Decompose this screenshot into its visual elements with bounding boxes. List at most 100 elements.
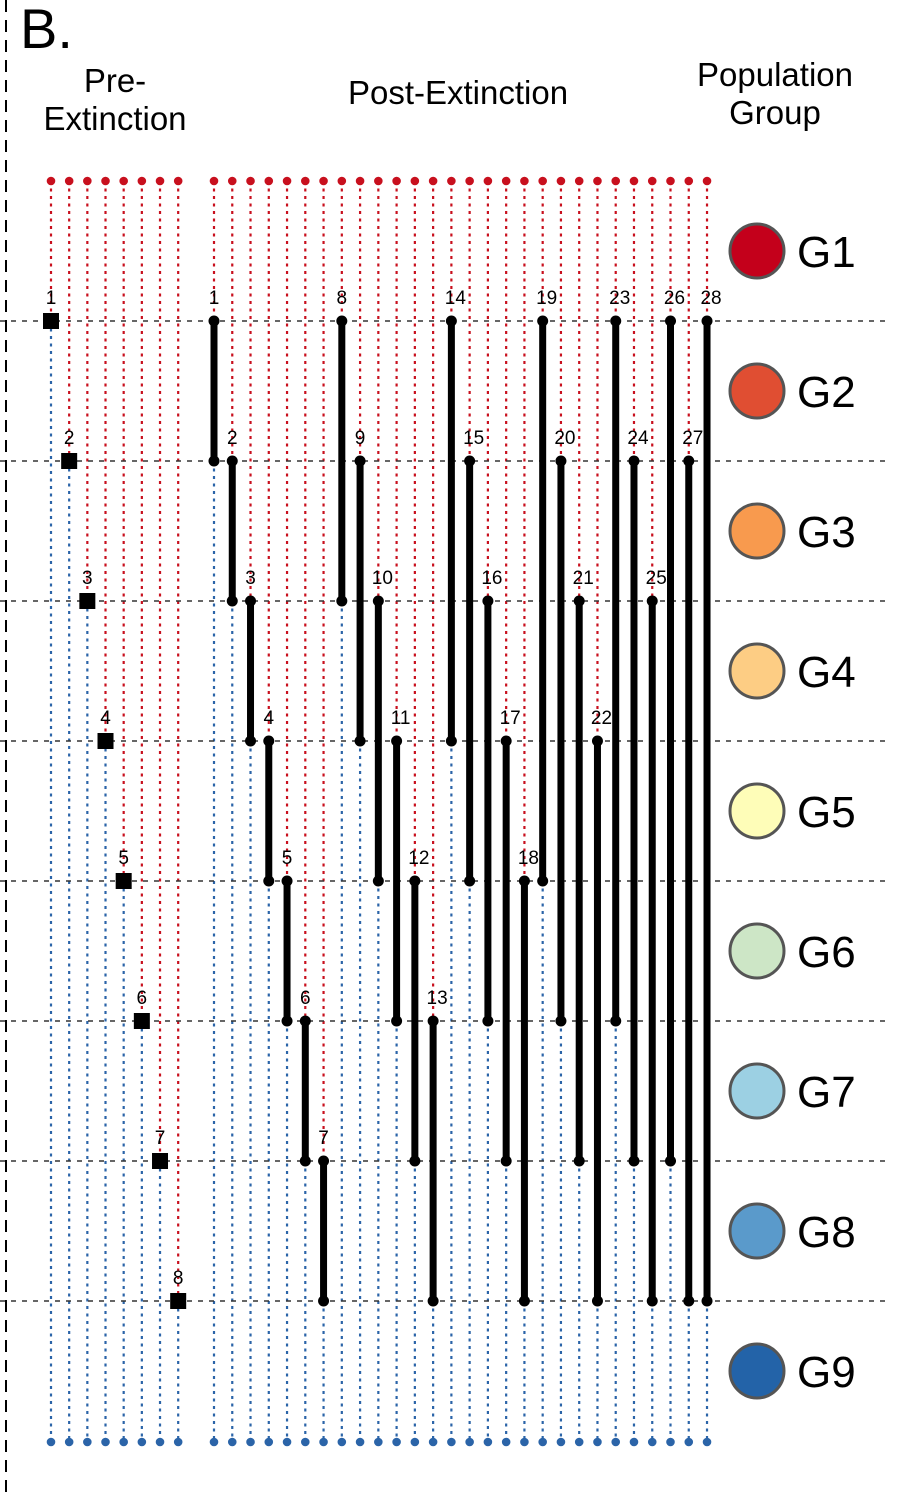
pre-extinction-header: Pre- Extinction	[20, 62, 210, 138]
post-column-1-bottom-dot	[209, 1437, 219, 1447]
post-extinction-bar-start	[391, 735, 403, 747]
group-swatch-g4	[728, 642, 786, 700]
post-extinction-label: 5	[282, 848, 293, 869]
post-extinction-label: 7	[318, 1128, 329, 1149]
post-column-18-bottom-dot	[520, 1437, 529, 1447]
post-extinction-label: 14	[445, 288, 467, 309]
post-extinction-label: 27	[682, 428, 703, 449]
group-label-g6: G6	[797, 928, 856, 977]
post-column-4-bottom-dot	[264, 1437, 274, 1447]
pre-extinction-label: 8	[173, 1268, 184, 1289]
post-extinction-bar-end	[701, 1295, 713, 1307]
post-extinction-label: 12	[408, 848, 429, 869]
pre-column-4-bottom-dot	[101, 1437, 110, 1447]
post-extinction-bar-end	[591, 1295, 603, 1307]
pre-extinction-label: 5	[118, 848, 129, 869]
post-column-1-top-dot	[209, 176, 219, 186]
post-extinction-bar-end	[665, 1155, 676, 1167]
post-extinction-label: 16	[481, 568, 502, 589]
pre-column-6-bottom-dot	[137, 1437, 147, 1447]
pre-extinction-label: 7	[155, 1128, 166, 1149]
group-label-g7: G7	[797, 1068, 856, 1117]
post-column-5-bottom-dot	[282, 1437, 292, 1447]
pre-extinction-marker	[61, 453, 78, 469]
post-column-15-top-dot	[465, 176, 474, 186]
post-extinction-bar-end	[482, 1015, 494, 1027]
post-extinction-label: 2	[227, 428, 238, 449]
post-extinction-bar-end	[336, 595, 348, 607]
pre-column-3-top-dot	[83, 176, 92, 186]
pre-extinction-label: 6	[137, 988, 148, 1009]
post-column-6-top-dot	[301, 176, 310, 186]
group-label-g5: G5	[797, 788, 856, 837]
post-extinction-bar-end	[318, 1295, 330, 1307]
post-column-10-bottom-dot	[374, 1437, 383, 1447]
post-column-27-bottom-dot	[684, 1437, 694, 1447]
post-extinction-bar-start	[245, 595, 257, 607]
post-column-23-top-dot	[611, 176, 621, 186]
post-column-7-top-dot	[319, 176, 328, 186]
post-extinction-header-text: Post-Extinction	[347, 74, 569, 111]
pre-extinction-marker	[170, 1293, 187, 1309]
post-extinction-label: 9	[355, 428, 366, 449]
post-extinction-bar-start	[336, 315, 348, 327]
post-extinction-label: 26	[664, 288, 685, 309]
population-group-header-line1: Population	[697, 56, 853, 93]
post-extinction-label: 13	[427, 988, 448, 1009]
group-swatch-g9	[728, 1342, 786, 1400]
post-extinction-label: 15	[463, 428, 484, 449]
post-extinction-bar-start	[445, 315, 457, 327]
post-extinction-bar-start	[318, 1155, 330, 1167]
pre-extinction-marker	[97, 733, 114, 749]
post-extinction-label: 24	[627, 428, 649, 449]
post-column-11-bottom-dot	[392, 1437, 401, 1447]
post-extinction-bar-end	[354, 735, 366, 747]
group-label-g4: G4	[797, 648, 856, 697]
post-column-20-top-dot	[556, 176, 566, 186]
post-column-26-bottom-dot	[666, 1437, 675, 1447]
post-extinction-bar-start	[500, 735, 512, 747]
post-column-2-bottom-dot	[227, 1437, 237, 1447]
post-extinction-bar-start	[372, 595, 384, 607]
post-extinction-header: Post-Extinction	[300, 74, 616, 112]
post-column-10-top-dot	[374, 176, 383, 186]
post-extinction-bar-end	[226, 595, 238, 607]
post-column-26-top-dot	[666, 176, 675, 186]
post-column-13-bottom-dot	[428, 1437, 438, 1447]
post-column-24-bottom-dot	[629, 1437, 639, 1447]
panel-label: B.	[20, 0, 73, 60]
pre-extinction-label: 3	[82, 568, 93, 589]
post-extinction-bar-start	[683, 455, 695, 467]
pre-column-1-top-dot	[46, 176, 56, 186]
pre-extinction-label: 4	[100, 708, 111, 729]
post-extinction-bar-end	[263, 875, 275, 887]
post-column-17-bottom-dot	[501, 1437, 511, 1447]
post-extinction-bar-end	[427, 1295, 439, 1307]
group-swatch-g3	[728, 502, 786, 560]
post-column-19-bottom-dot	[538, 1437, 547, 1447]
post-extinction-label: 22	[591, 708, 612, 729]
pre-column-5-top-dot	[119, 176, 128, 186]
group-label-g2: G2	[797, 368, 856, 417]
group-swatch-g8	[728, 1202, 786, 1260]
post-column-9-top-dot	[355, 176, 365, 186]
post-column-14-bottom-dot	[447, 1437, 456, 1447]
pre-column-2-top-dot	[64, 176, 74, 186]
post-extinction-label: 11	[391, 708, 411, 729]
post-extinction-label: 17	[500, 708, 521, 729]
post-extinction-label: 4	[263, 708, 274, 729]
population-group-header-line2: Group	[729, 94, 821, 131]
post-extinction-bar-start	[537, 315, 549, 327]
post-extinction-label: 3	[245, 568, 256, 589]
post-extinction-bar-end	[445, 735, 457, 747]
post-column-20-bottom-dot	[556, 1437, 566, 1447]
group-swatch-g6	[728, 922, 786, 980]
post-extinction-label: 20	[554, 428, 575, 449]
post-extinction-label: 25	[646, 568, 667, 589]
post-extinction-bar-start	[281, 875, 293, 887]
pre-column-7-top-dot	[155, 176, 165, 186]
post-extinction-bar-end	[281, 1015, 293, 1027]
pre-extinction-label: 1	[46, 288, 57, 309]
post-extinction-bar-start	[464, 455, 476, 467]
